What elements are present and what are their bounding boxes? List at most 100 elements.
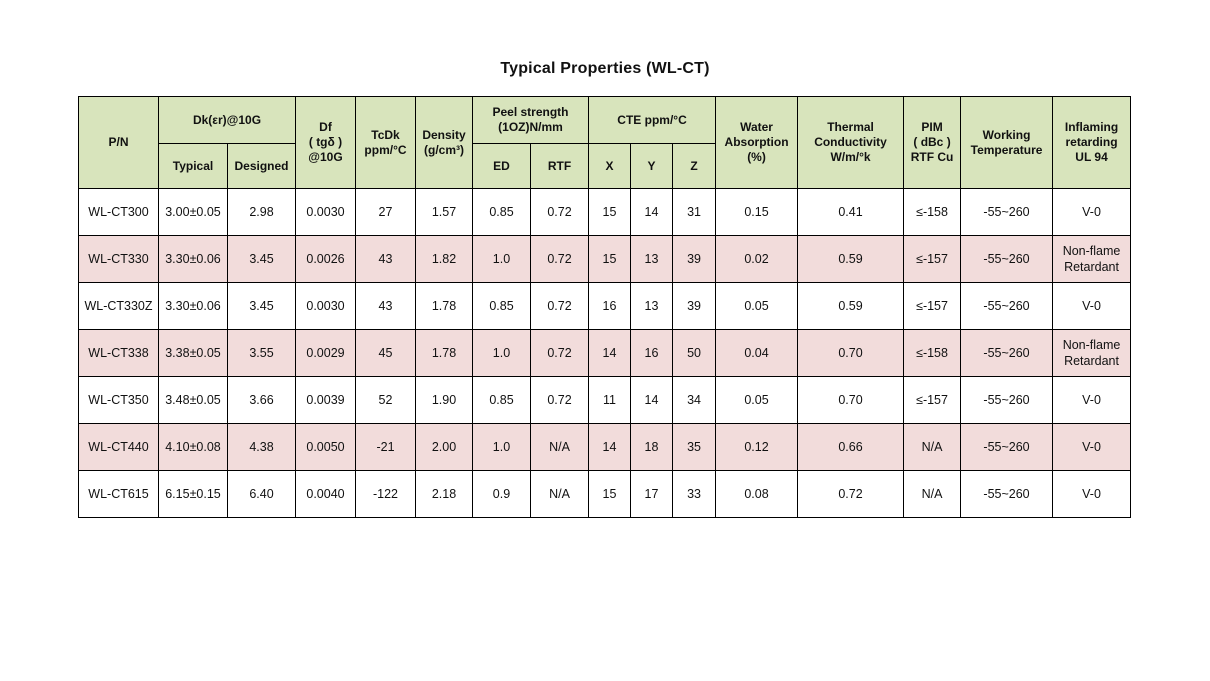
col-header-pim: PIM ( dBc ) RTF Cu (903, 96, 962, 189)
table-cell: N/A (903, 423, 962, 471)
table-cell: 0.12 (715, 423, 799, 471)
table-cell: V-0 (1052, 470, 1132, 518)
table-cell: 0.0039 (295, 376, 356, 424)
table-cell: N/A (903, 470, 962, 518)
col-header-designed: Designed (227, 143, 296, 189)
header-line: Thermal (827, 120, 874, 134)
table-cell: 0.72 (530, 376, 589, 424)
header-line: retarding (1065, 135, 1118, 149)
header-line: (g/cm³) (424, 142, 464, 157)
col-header-y: Y (630, 143, 673, 189)
table-cell: Non-flame Retardant (1052, 235, 1132, 283)
table-cell: 33 (671, 470, 717, 518)
table-cell: 15 (588, 188, 631, 236)
table-cell: -55~260 (960, 188, 1054, 236)
col-header-tcdk: TcDk ppm/°C (355, 96, 416, 189)
table-cell: 0.70 (797, 376, 905, 424)
table-cell: 0.85 (472, 376, 531, 424)
table-cell: 0.0026 (295, 235, 356, 283)
table-cell: 4.38 (227, 423, 296, 471)
table-cell: 0.02 (715, 235, 799, 283)
header-line: Working (982, 127, 1031, 142)
header-line: (%) (747, 150, 766, 164)
cell-pn: WL-CT350 (78, 376, 159, 424)
table-cell: -55~260 (960, 423, 1054, 471)
properties-table: P/N Dk(εr)@10G Df ( tgδ ) @10G TcDk ppm/… (78, 96, 1132, 518)
header-line: ( dBc ) (913, 135, 951, 149)
table-cell: 0.66 (797, 423, 905, 471)
table-cell: 3.45 (227, 282, 296, 330)
table-cell: 50 (671, 329, 717, 377)
table-cell: 15 (588, 470, 631, 518)
col-header-rtf: RTF (530, 143, 589, 189)
header-line: (1OZ)N/mm (498, 120, 563, 134)
table-cell: 0.08 (715, 470, 799, 518)
table-cell: 31 (671, 188, 717, 236)
table-cell: 43 (355, 235, 416, 283)
table-cell: 0.41 (797, 188, 905, 236)
header-line: Df (319, 120, 332, 134)
table-cell: 0.0030 (295, 282, 356, 330)
table-cell: 16 (588, 282, 631, 330)
table-cell: 0.72 (530, 235, 589, 283)
table-cell: ≤-157 (903, 282, 962, 330)
table-cell: V-0 (1052, 423, 1132, 471)
table-cell: 0.72 (530, 282, 589, 330)
table-cell: 18 (630, 423, 673, 471)
col-header-ed: ED (472, 143, 531, 189)
table-cell: 0.05 (715, 376, 799, 424)
col-header-water: Water Absorption (%) (715, 96, 799, 189)
table-cell: 3.38±0.05 (158, 329, 228, 377)
table-cell: N/A (530, 423, 589, 471)
col-header-z: Z (671, 143, 717, 189)
col-header-peel-group: Peel strength (1OZ)N/mm (472, 96, 589, 144)
table-cell: 11 (588, 376, 631, 424)
table-cell: 0.0029 (295, 329, 356, 377)
table-body: WL-CT300 3.00±0.05 2.98 0.0030 27 1.57 0.85 0.… (78, 188, 1132, 518)
table-cell: 6.15±0.15 (158, 470, 228, 518)
table-row: WL-CT338 3.38±0.05 3.55 0.0029 45 1.78 1.0 0.7… (78, 329, 1132, 377)
table-cell: Non-flame Retardant (1052, 329, 1132, 377)
table-cell: ≤-158 (903, 329, 962, 377)
table-header: P/N Dk(εr)@10G Df ( tgδ ) @10G TcDk ppm/… (78, 96, 1132, 189)
col-header-working: Working Temperature (960, 96, 1054, 189)
cell-pn: WL-CT300 (78, 188, 159, 236)
table-cell: 34 (671, 376, 717, 424)
table-cell: 52 (355, 376, 416, 424)
table-cell: V-0 (1052, 282, 1132, 330)
table-row: WL-CT330 3.30±0.06 3.45 0.0026 43 1.82 1.0 0.7… (78, 235, 1132, 283)
table-cell: 0.72 (797, 470, 905, 518)
col-header-x: X (588, 143, 631, 189)
table-cell: 0.0030 (295, 188, 356, 236)
table-cell: 16 (630, 329, 673, 377)
table-cell: 3.00±0.05 (158, 188, 228, 236)
table-cell: 0.0050 (295, 423, 356, 471)
table-cell: 0.72 (530, 329, 589, 377)
table-cell: 1.57 (415, 188, 473, 236)
table-cell: 4.10±0.08 (158, 423, 228, 471)
page-title: Typical Properties (WL-CT) (500, 60, 710, 77)
table-cell: 17 (630, 470, 673, 518)
table-cell: 35 (671, 423, 717, 471)
table-cell: ≤-157 (903, 235, 962, 283)
table-cell: -55~260 (960, 235, 1054, 283)
table-cell: 27 (355, 188, 416, 236)
table-cell: V-0 (1052, 188, 1132, 236)
table-cell: 2.00 (415, 423, 473, 471)
table-cell: 1.78 (415, 282, 473, 330)
table-row: WL-CT300 3.00±0.05 2.98 0.0030 27 1.57 0.85 0.… (78, 188, 1132, 236)
table-row: WL-CT440 4.10±0.08 4.38 0.0050 -21 2.00 1.0 N/… (78, 423, 1132, 471)
header-line: Density (422, 127, 466, 142)
cell-pn: WL-CT330Z (78, 282, 159, 330)
header-line: RTF Cu (910, 150, 954, 164)
cell-pn: WL-CT338 (78, 329, 159, 377)
table-cell: 14 (630, 188, 673, 236)
table-cell: 3.45 (227, 235, 296, 283)
table-cell: 1.90 (415, 376, 473, 424)
table-cell: 3.55 (227, 329, 296, 377)
table-cell: -55~260 (960, 470, 1054, 518)
header-line: UL 94 (1075, 150, 1108, 164)
table-cell: 0.04 (715, 329, 799, 377)
table-cell: N/A (530, 470, 589, 518)
